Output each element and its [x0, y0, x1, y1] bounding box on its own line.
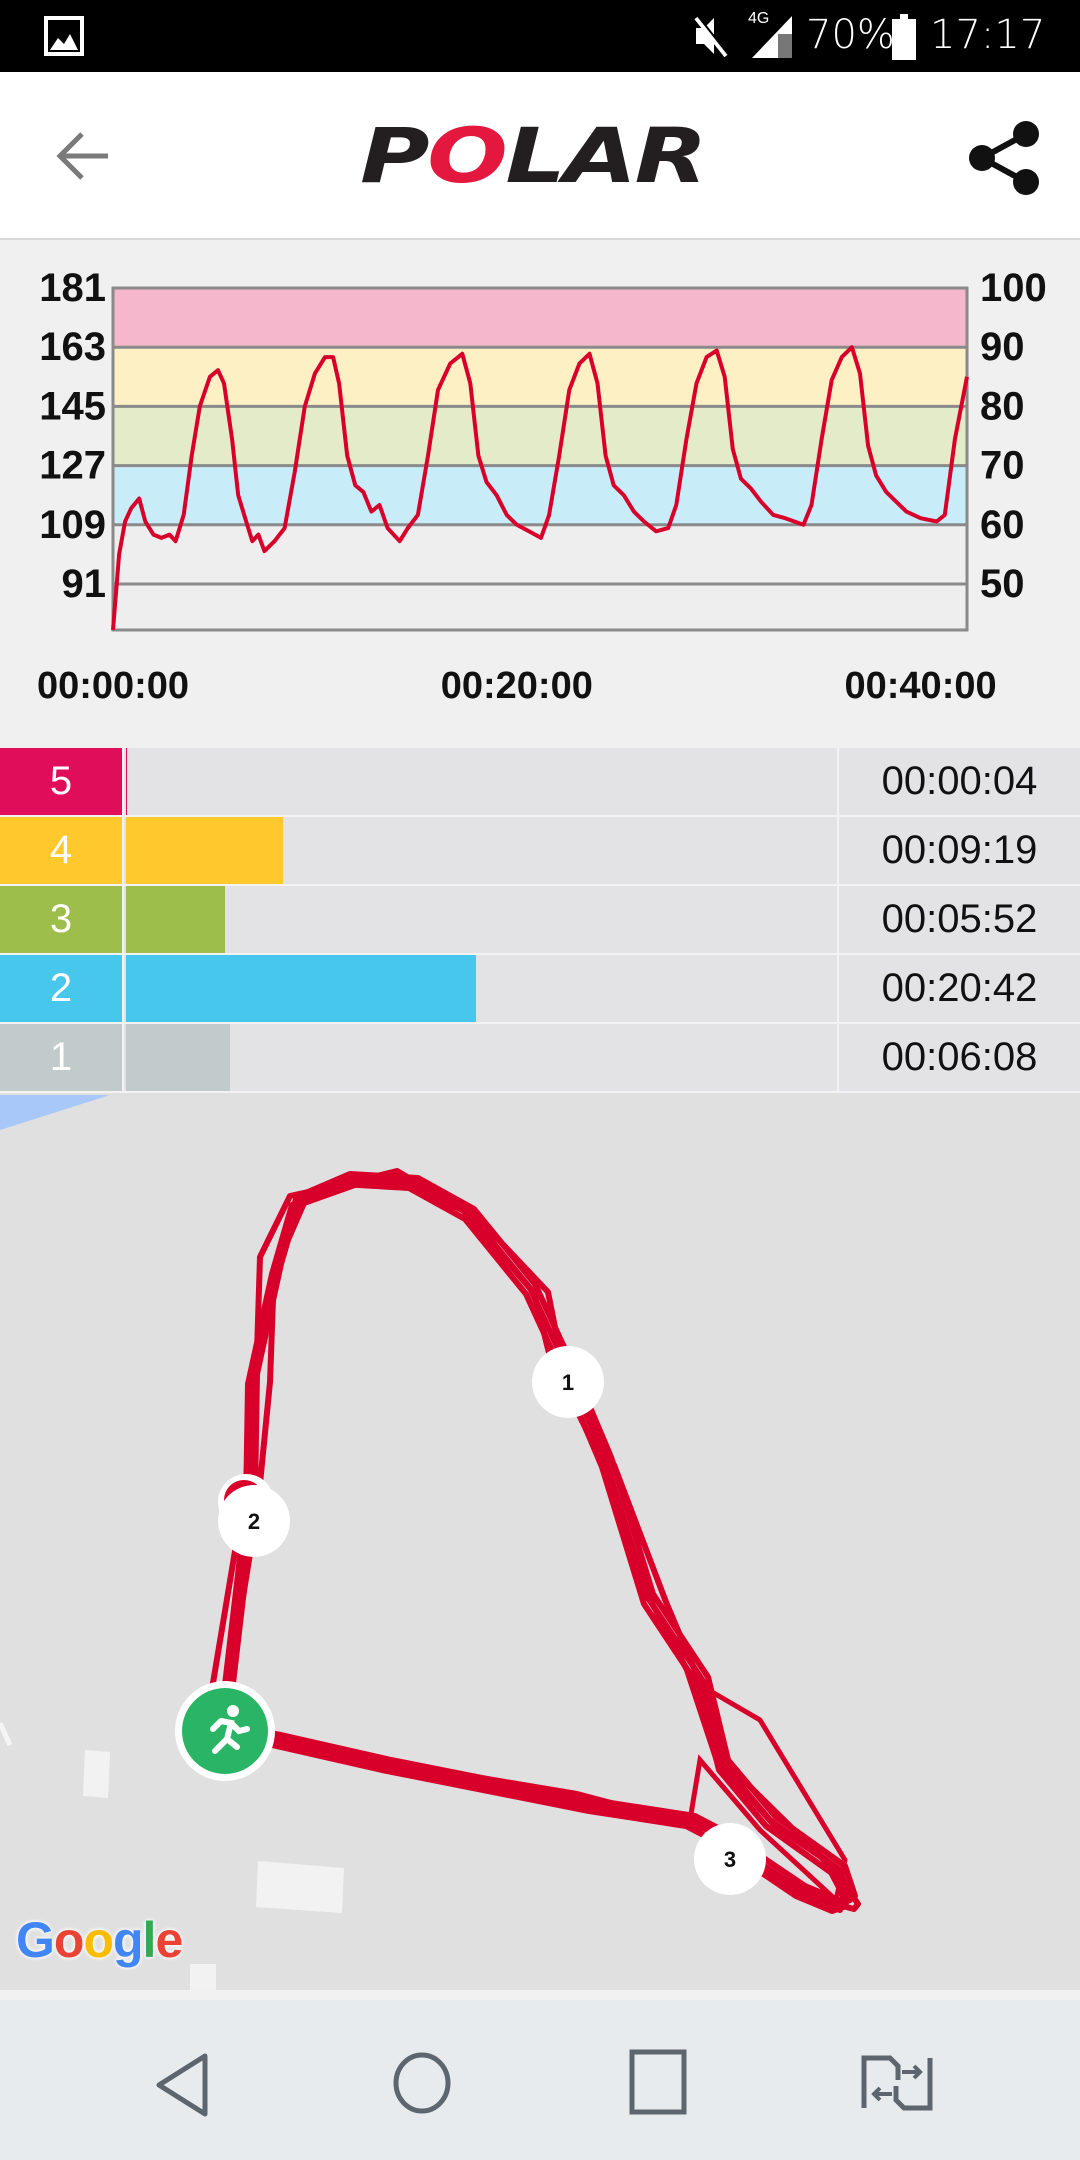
- lap-marker-3[interactable]: 3: [694, 1823, 766, 1895]
- x-tick-label: 00:20:00: [441, 665, 593, 707]
- heart-rate-chart: 181 163 145 127 109 91 100 90 80 70 60 50 00:00:00 00…: [0, 242, 1080, 745]
- route-path: [204, 1168, 861, 1914]
- route-lap: [204, 1168, 847, 1913]
- y-right-tick-label: 80: [980, 384, 1025, 428]
- lap-marker-circle: [694, 1823, 766, 1895]
- zone-bar: [126, 748, 128, 815]
- status-bar: 4G 70% 17:17: [0, 0, 1080, 72]
- zone-band-3: [113, 406, 967, 466]
- y-left-tick-label: 91: [62, 562, 107, 606]
- lap-marker-1[interactable]: 1: [532, 1346, 604, 1418]
- running-person-icon: [210, 1705, 250, 1754]
- google-letter: o: [83, 1912, 114, 1968]
- zone-number: 3: [0, 886, 124, 953]
- system-nav-bar: [0, 1990, 1080, 2160]
- y-left-tick-label: 181: [39, 266, 106, 310]
- plot-frame: [111, 286, 969, 632]
- signal-icon: [752, 16, 792, 58]
- zone-bar: [126, 817, 284, 884]
- google-logo-text: Google: [16, 1911, 183, 1969]
- google-letter: o: [53, 1912, 85, 1968]
- y-right-tick-label: 70: [980, 444, 1025, 488]
- zone-time: 00:20:42: [837, 955, 1080, 1022]
- x-tick-label: 00:00:00: [37, 665, 189, 707]
- x-tick-label: 00:40:00: [845, 665, 997, 707]
- map-building: [190, 1964, 216, 1990]
- logo-letter: L: [505, 111, 566, 200]
- start-marker-fill: [182, 1688, 268, 1774]
- heart-rate-chart-svg: 181 163 145 127 109 91 100 90 80 70 60 50 00:00:00 00…: [37, 266, 1047, 707]
- screen-swap-icon[interactable]: [860, 2052, 936, 2114]
- image-icon: [44, 16, 84, 56]
- y-left-tick-label: 127: [39, 444, 106, 488]
- mute-icon: [694, 15, 729, 58]
- app-header: POLAR: [0, 72, 1080, 240]
- lap-marker-circle: [532, 1346, 604, 1418]
- google-letter: g: [113, 1912, 144, 1968]
- back-triangle-icon[interactable]: [155, 2050, 215, 2120]
- lap-marker-label: 2: [248, 1509, 260, 1534]
- zone-bar: [126, 1024, 230, 1091]
- zone-number: 4: [0, 817, 124, 884]
- heart-rate-zones-table: 5 00:00:04 4 00:09:19 3 00:05:52 2 00:20:42…: [0, 748, 1080, 1093]
- zone-number: 5: [0, 748, 124, 815]
- y-right-tick-label: 50: [980, 562, 1025, 606]
- lap-marker-2[interactable]: 2: [218, 1485, 290, 1557]
- map-building: [256, 1861, 344, 1913]
- zone-bar: [126, 955, 476, 1022]
- map-water-area: [0, 1095, 110, 1130]
- back-arrow-icon[interactable]: [52, 128, 112, 184]
- start-marker[interactable]: [175, 1681, 275, 1781]
- share-icon[interactable]: [966, 118, 1046, 198]
- y-left-tick-label: 145: [39, 384, 106, 428]
- y-right-tick-label: 60: [980, 503, 1025, 547]
- map-road: [0, 1721, 13, 1747]
- y-right-tick-label: 100: [980, 266, 1047, 310]
- zone-time: 00:05:52: [837, 886, 1080, 953]
- zone-band-4: [113, 347, 967, 407]
- heart-rate-line: [111, 345, 969, 631]
- route-lap: [687, 1682, 848, 1905]
- lap-marker-label: 3: [724, 1847, 736, 1872]
- zone-row-5: 5 00:00:04: [0, 748, 1080, 817]
- logo-letter: O: [427, 111, 508, 200]
- map-building: [83, 1750, 110, 1798]
- battery-icon: [892, 14, 916, 60]
- zone-band-5: [113, 288, 967, 348]
- lap-marker-label: 1: [562, 1370, 574, 1395]
- zone-band-1: [113, 524, 967, 630]
- zone-row-3: 3 00:05:52: [0, 886, 1080, 955]
- clock: 17:17: [930, 12, 1046, 58]
- y-right-tick-label: 90: [980, 325, 1025, 369]
- network-type: 4G: [748, 10, 770, 27]
- y-left-tick-label: 109: [39, 503, 106, 547]
- polar-logo: POLAR: [360, 118, 810, 194]
- google-letter: e: [155, 1912, 183, 1968]
- zone-row-2: 2 00:20:42: [0, 955, 1080, 1024]
- zone-row-4: 4 00:09:19: [0, 817, 1080, 886]
- map-canvas[interactable]: 1 2 3: [0, 1093, 1080, 1990]
- zone-row-1: 1 00:06:08: [0, 1024, 1080, 1093]
- logo-text: POLAR: [360, 118, 708, 194]
- lap-marker-circle: [218, 1485, 290, 1557]
- zone-band-2: [113, 465, 967, 525]
- y-left-tick-label: 163: [39, 325, 106, 369]
- logo-letter: R: [634, 111, 707, 200]
- recents-square-icon[interactable]: [628, 2048, 690, 2118]
- google-letter: G: [16, 1912, 55, 1968]
- google-letter: l: [142, 1912, 157, 1968]
- zone-number: 1: [0, 1024, 124, 1091]
- zone-bar: [126, 886, 226, 953]
- battery-percent: 70%: [806, 12, 895, 58]
- zone-time: 00:06:08: [837, 1024, 1080, 1091]
- google-attribution: Google: [16, 1911, 183, 1969]
- home-circle-icon[interactable]: [390, 2048, 454, 2118]
- route-map[interactable]: 1 2 3 Google: [0, 1093, 1080, 1990]
- zone-time: 00:09:19: [837, 817, 1080, 884]
- zone-time: 00:00:04: [837, 748, 1080, 815]
- zone-number: 2: [0, 955, 124, 1022]
- logo-letter: A: [563, 111, 637, 200]
- logo-letter: P: [360, 111, 430, 200]
